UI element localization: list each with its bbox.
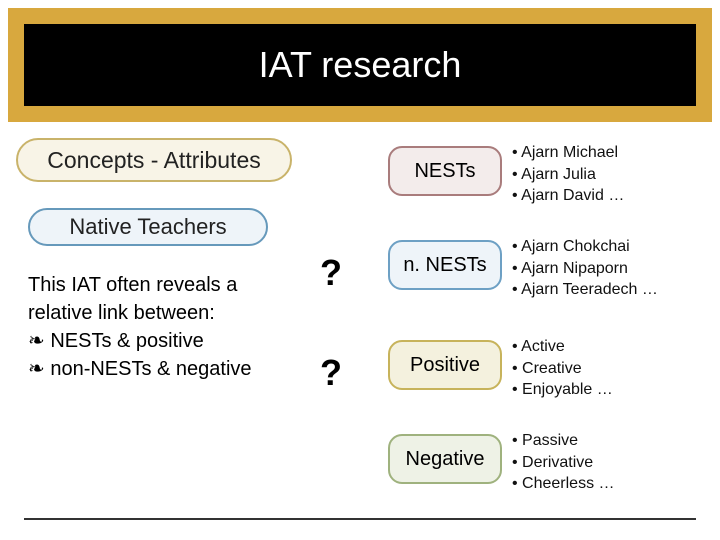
concepts-pill: Concepts - Attributes: [16, 138, 292, 182]
chip-negative-label: Negative: [406, 448, 485, 471]
attr-item: Ajarn Julia: [512, 164, 710, 186]
body-text: This IAT often reveals a relative link b…: [28, 272, 328, 384]
slide: IAT research Concepts - Attributes Nativ…: [0, 0, 720, 540]
chip-nests: NESTs: [388, 146, 502, 196]
question-mark-1: ?: [320, 252, 342, 294]
chip-negative: Negative: [388, 434, 502, 484]
attr-item: Ajarn Teeradech …: [512, 279, 710, 301]
body-line-1: This IAT often reveals a: [28, 272, 328, 298]
attr-list-nnests: Ajarn ChokchaiAjarn NipapornAjarn Teerad…: [512, 236, 710, 301]
attr-list-positive: ActiveCreativeEnjoyable …: [512, 336, 710, 401]
attr-list-nests: Ajarn MichaelAjarn JuliaAjarn David …: [512, 142, 710, 207]
title-inner: IAT research: [24, 24, 696, 106]
native-teachers-label: Native Teachers: [69, 214, 226, 240]
chip-nnests: n. NESTs: [388, 240, 502, 290]
chip-nests-label: NESTs: [414, 160, 475, 183]
native-teachers-pill: Native Teachers: [28, 208, 268, 246]
slide-title: IAT research: [259, 44, 462, 86]
attr-item: Ajarn David …: [512, 185, 710, 207]
chip-positive-label: Positive: [410, 354, 480, 377]
chip-nnests-label: n. NESTs: [403, 254, 486, 277]
attr-item: Cheerless …: [512, 473, 710, 495]
body-bullet-2: non-NESTs & negative: [28, 356, 328, 382]
attr-item: Creative: [512, 358, 710, 380]
attr-item: Enjoyable …: [512, 379, 710, 401]
attr-item: Active: [512, 336, 710, 358]
chip-positive: Positive: [388, 340, 502, 390]
attr-item: Ajarn Michael: [512, 142, 710, 164]
attr-item: Derivative: [512, 452, 710, 474]
body-bullet-1: NESTs & positive: [28, 328, 328, 354]
concepts-label: Concepts - Attributes: [47, 147, 261, 174]
question-mark-2: ?: [320, 352, 342, 394]
attr-list-negative: PassiveDerivativeCheerless …: [512, 430, 710, 495]
attr-item: Passive: [512, 430, 710, 452]
footer-rule: [24, 518, 696, 520]
body-line-2: relative link between:: [28, 300, 328, 326]
attr-item: Ajarn Chokchai: [512, 236, 710, 258]
attr-item: Ajarn Nipaporn: [512, 258, 710, 280]
